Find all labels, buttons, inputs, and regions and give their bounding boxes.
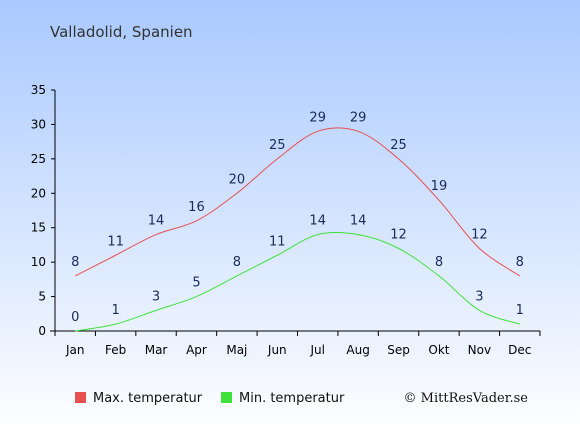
credit-text: © MittResVader.se (404, 391, 529, 406)
max-data-label: 19 (431, 179, 448, 194)
y-tick-label: 15 (31, 221, 46, 235)
min-data-label: 8 (435, 255, 443, 270)
max-data-label: 25 (390, 138, 407, 153)
max-data-label: 11 (107, 234, 124, 249)
x-tick-label: Nov (468, 343, 491, 357)
min-data-label: 3 (475, 289, 483, 304)
max-data-label: 14 (148, 214, 165, 229)
min-data-label: 1 (111, 303, 119, 318)
y-tick-label: 10 (31, 255, 46, 269)
max-data-label: 8 (516, 255, 524, 270)
min-data-label: 3 (152, 289, 160, 304)
x-tick-label: Jul (309, 343, 324, 357)
max-data-label: 8 (71, 255, 79, 270)
min-data-label: 8 (233, 255, 241, 270)
x-tick-label: Feb (105, 343, 126, 357)
min-data-label: 0 (71, 310, 79, 325)
max-data-label: 20 (229, 172, 246, 187)
x-tick-label: Aug (346, 343, 369, 357)
chart-title: Valladolid, Spanien (50, 23, 193, 41)
y-tick-label: 5 (38, 290, 46, 304)
min-temperature-line (75, 231, 520, 332)
min-data-label: 12 (390, 227, 407, 242)
x-tick-label: Dec (508, 343, 531, 357)
max-legend-swatch (75, 392, 86, 403)
max-data-label: 29 (350, 110, 367, 125)
x-tick-label: Mar (145, 343, 168, 357)
y-tick-label: 30 (31, 117, 46, 131)
max-temperature-line (74, 127, 521, 277)
y-tick-label: 25 (31, 152, 46, 166)
min-data-label: 14 (350, 214, 367, 229)
max-legend-label: Max. temperatur (93, 391, 203, 406)
data-labels: 8 11 14 16 20 25 29 29 25 19 12 8 0 1 3 5 8 11 14 14 12 8 3 1 (71, 110, 524, 325)
min-legend-label: Min. temperatur (239, 391, 345, 406)
min-legend-swatch (221, 392, 232, 403)
min-data-label: 14 (309, 214, 326, 229)
series-layer (74, 127, 521, 332)
y-tick-label: 20 (31, 186, 46, 200)
legend: Max. temperatur Min. temperatur (75, 391, 345, 406)
max-data-label: 12 (471, 227, 488, 242)
max-data-label: 29 (309, 110, 326, 125)
x-tick-label: Maj (226, 343, 247, 357)
x-tick-label: Sep (387, 343, 410, 357)
x-tick-label: Apr (186, 343, 207, 357)
min-data-label: 11 (269, 234, 286, 249)
min-data-label: 5 (192, 276, 200, 291)
x-tick-label: Okt (428, 343, 449, 357)
y-tick-label: 0 (38, 324, 46, 338)
min-data-label: 1 (516, 303, 524, 318)
max-data-label: 25 (269, 138, 286, 153)
x-tick-label: Jun (267, 343, 287, 357)
x-tick-label: Jan (65, 343, 85, 357)
max-data-label: 16 (188, 200, 205, 215)
y-tick-label: 35 (31, 83, 46, 97)
